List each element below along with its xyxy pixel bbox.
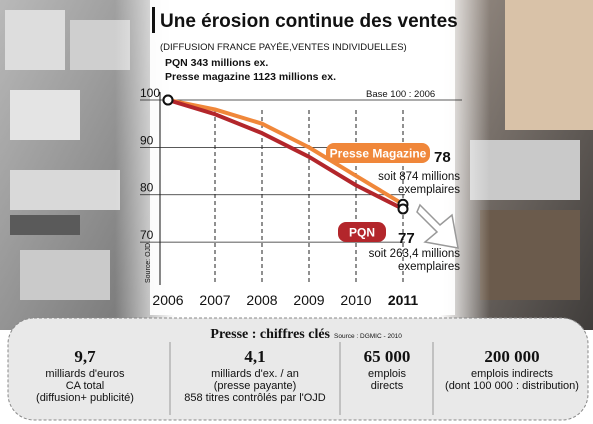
figure-line: CA total	[66, 380, 105, 392]
subtitle: (DIFFUSION FRANCE PAYÉE,VENTES INDIVIDUE…	[160, 42, 407, 53]
x-tick-label: 2010	[340, 292, 371, 308]
source: Source: OJD.	[145, 241, 152, 283]
right-photo	[440, 0, 593, 330]
y-tick-label: 80	[140, 181, 154, 195]
x-tick-label: 2006	[152, 292, 183, 308]
series-line	[167, 98, 405, 206]
figure-line: milliards d'euros	[45, 368, 125, 380]
figure-value: 9,7	[74, 347, 96, 366]
value-label: 77	[398, 230, 415, 247]
figure-line: milliards d'ex. / an	[211, 368, 299, 380]
figure-value: 65 000	[364, 347, 411, 366]
base-label: Base 100 : 2006	[366, 89, 435, 100]
note: PQN 343 millions ex.	[165, 57, 268, 69]
value-label: 78	[434, 149, 451, 166]
figure-line: (presse payante)	[214, 380, 297, 392]
point-marker	[162, 94, 174, 106]
x-tick-label: 2011	[388, 292, 419, 308]
x-tick-label: 2009	[293, 292, 324, 308]
figure-value: 4,1	[244, 347, 265, 366]
series-line	[167, 98, 404, 211]
annotation: exemplaires	[398, 184, 460, 196]
figure-value: 200 000	[484, 347, 539, 366]
series-label-box	[326, 143, 430, 163]
series-label: PQN	[349, 226, 375, 240]
x-tick-label: 2008	[246, 292, 277, 308]
key-figures-title: Presse : chiffres clés	[210, 327, 330, 342]
series-label: Presse Magazine	[330, 147, 427, 161]
series-label-box	[338, 222, 386, 242]
annotation: soit 263,4 millions	[369, 248, 461, 260]
title-bar	[152, 7, 155, 33]
figure-line: emplois indirects	[471, 368, 553, 380]
annotation: soit 874 millions	[378, 171, 460, 183]
key-figures-source: Source : DGMIC - 2010	[334, 333, 402, 340]
note: Presse magazine 1123 millions ex.	[165, 71, 336, 83]
y-tick-label: 90	[140, 133, 154, 147]
figure-line: emplois	[368, 368, 406, 380]
figure-line: (diffusion+ publicité)	[36, 392, 134, 404]
key-figures-panel	[7, 317, 589, 421]
figure-line: 858 titres contrôlés par l'OJD	[184, 392, 326, 404]
figure-line: directs	[371, 380, 404, 392]
annotation: exemplaires	[398, 261, 460, 273]
y-tick-label: 70	[140, 228, 154, 242]
x-tick-label: 2007	[199, 292, 230, 308]
y-tick-label: 100	[140, 86, 160, 100]
chart-title: Une érosion continue des ventes	[160, 11, 458, 32]
decline-arrow	[416, 203, 459, 249]
point-marker	[397, 203, 409, 215]
figure-line: (dont 100 000 : distribution)	[445, 380, 579, 392]
